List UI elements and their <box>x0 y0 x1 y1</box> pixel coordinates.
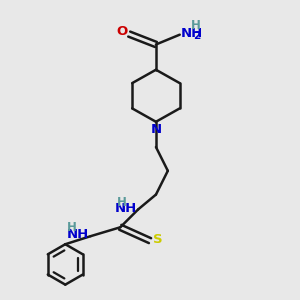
Text: N: N <box>150 123 161 136</box>
Text: NH: NH <box>114 202 136 215</box>
Text: H: H <box>117 196 127 208</box>
Text: H: H <box>67 221 77 234</box>
Text: 2: 2 <box>193 32 200 41</box>
Text: S: S <box>153 233 162 246</box>
Text: O: O <box>116 25 128 38</box>
Text: NH: NH <box>181 27 203 40</box>
Text: H: H <box>191 19 201 32</box>
Text: NH: NH <box>67 228 89 241</box>
